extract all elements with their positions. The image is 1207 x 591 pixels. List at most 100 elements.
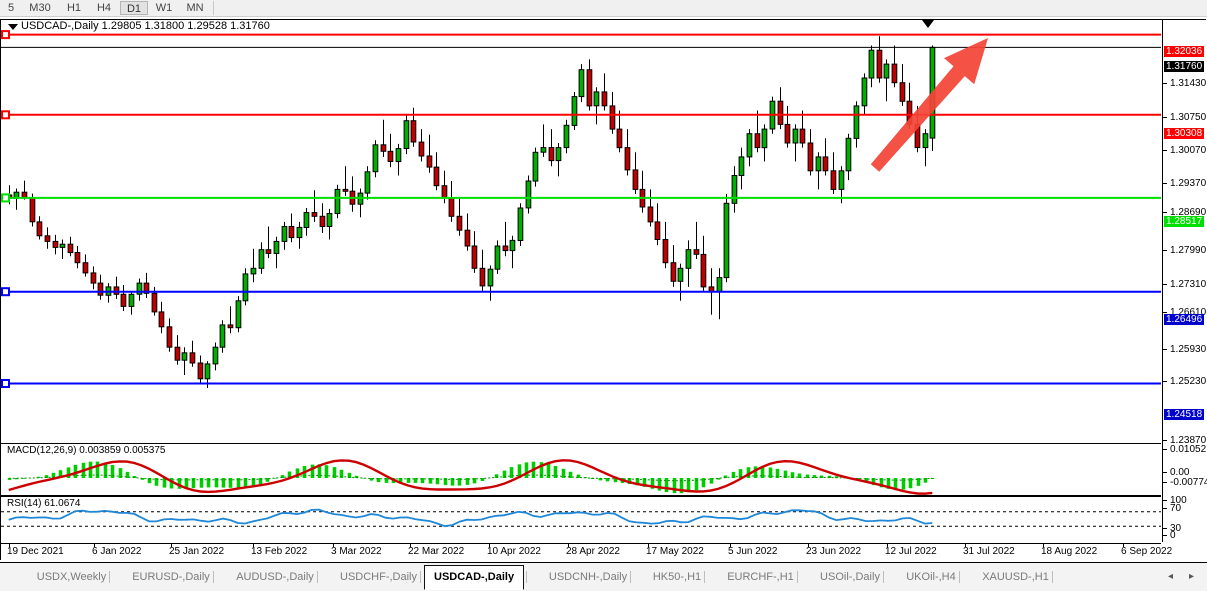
- rsi-scale-label: 30: [1170, 523, 1182, 534]
- chart-tab-eurusd-daily[interactable]: EURUSD-,Daily: [132, 571, 210, 583]
- tab-separator: [704, 571, 705, 583]
- price-scale-chip[interactable]: 1.26496: [1164, 314, 1205, 325]
- date-tick: [94, 544, 95, 547]
- tab-separator: [883, 571, 884, 583]
- timeframe-5[interactable]: 5: [7, 2, 15, 14]
- date-tick: [9, 544, 10, 547]
- date-tick: [1043, 544, 1044, 547]
- macd-scale-label: 0.00: [1170, 467, 1190, 478]
- chart-tab-usdcad-daily[interactable]: USDCAD-,Daily: [424, 565, 524, 590]
- timeframe-h4[interactable]: H4: [96, 2, 112, 14]
- date-tick: [965, 544, 966, 547]
- price-scale-chip[interactable]: 1.30308: [1164, 128, 1205, 139]
- tab-separator: [1052, 571, 1053, 583]
- price-scale-chip[interactable]: 1.32036: [1164, 46, 1205, 57]
- scale-tick: [1163, 449, 1167, 450]
- timeframe-h1[interactable]: H1: [66, 2, 82, 14]
- scale-tick: [1163, 381, 1167, 382]
- chart-collapse-icon[interactable]: [8, 24, 18, 30]
- chart-title-bar: USDCAD-,Daily 1.29805 1.31800 1.29528 1.…: [1, 20, 1161, 33]
- date-label: 25 Jan 2022: [169, 546, 225, 557]
- price-scale-label: 1.31430: [1170, 78, 1207, 89]
- price-scale-chip[interactable]: 1.28517: [1164, 216, 1205, 227]
- tab-scroll-right-icon[interactable]: ▸: [1189, 571, 1195, 582]
- timeframe-m30[interactable]: M30: [29, 2, 51, 14]
- date-label: 17 May 2022: [646, 546, 704, 557]
- price-scale-label: 1.25230: [1170, 376, 1207, 387]
- date-tick: [568, 544, 569, 547]
- candle-series: [6, 36, 936, 388]
- tab-separator: [109, 571, 110, 583]
- price-scale-label: 1.30750: [1170, 112, 1207, 123]
- chart-tab-xauusd-h1[interactable]: XAUUSD-,H1: [982, 571, 1049, 583]
- price-scale-label: 1.30070: [1170, 145, 1207, 156]
- scale-tick: [1163, 440, 1167, 441]
- chart-tab-usdcnh-daily[interactable]: USDCNH-,Daily: [548, 571, 628, 583]
- date-tick: [171, 544, 172, 547]
- chart-tab-bar[interactable]: USDX,Weekly EURUSD-,Daily AUDUSD-,Daily USD…: [0, 562, 1207, 591]
- chart-tab-audusd-daily[interactable]: AUDUSD-,Daily: [236, 571, 314, 583]
- macd-scale-label: 0.01052: [1170, 444, 1207, 455]
- rsi-scale-label: 70: [1170, 503, 1182, 514]
- scale-tick: [1163, 83, 1167, 84]
- price-pane[interactable]: [1, 20, 1161, 440]
- chart-tab-ukoil-h4[interactable]: UKOil-,H4: [906, 571, 956, 583]
- rsi-plot[interactable]: [1, 497, 1161, 543]
- rsi-pane[interactable]: RSI(14) 61.0674: [1, 496, 1161, 543]
- chart-tab-usdchf-daily[interactable]: USDCHF-,Daily: [340, 571, 417, 583]
- date-tick: [648, 544, 649, 547]
- date-label: 12 Jul 2022: [885, 546, 937, 557]
- date-tick: [1123, 544, 1124, 547]
- date-label: 6 Sep 2022: [1121, 546, 1173, 557]
- date-tick: [887, 544, 888, 547]
- tab-scroll-left-icon[interactable]: ◂: [1168, 571, 1174, 582]
- scale-tick: [1163, 212, 1167, 213]
- scale-tick: [1163, 508, 1167, 509]
- price-scale-label: 1.28690: [1170, 207, 1207, 218]
- scale-tick: [1163, 472, 1167, 473]
- toolbar-separator: [213, 1, 214, 15]
- scale-tick: [1163, 312, 1167, 313]
- tab-separator: [213, 571, 214, 583]
- chart-tab-usoil-daily[interactable]: USOil-,Daily: [820, 571, 880, 583]
- rsi-scale-label: 0: [1170, 530, 1176, 541]
- date-tick: [333, 544, 334, 547]
- price-scale-label: 1.27310: [1170, 279, 1207, 290]
- rsi-line: [8, 508, 933, 528]
- chart-object-marker-icon[interactable]: [922, 20, 934, 28]
- date-label: 10 Apr 2022: [487, 546, 541, 557]
- chart-title-text: USDCAD-,Daily 1.29805 1.31800 1.29528 1.…: [21, 20, 270, 32]
- date-tick: [489, 544, 490, 547]
- candlestick-plot[interactable]: [1, 20, 1161, 440]
- chart-tab-hk50-h1[interactable]: HK50-,H1: [652, 571, 702, 583]
- date-label: 28 Apr 2022: [566, 546, 620, 557]
- macd-plot[interactable]: [1, 444, 1161, 495]
- date-label: 18 Aug 2022: [1041, 546, 1098, 557]
- timeframe-d1[interactable]: D1: [120, 1, 148, 15]
- price-scale-chip[interactable]: 1.24518: [1164, 409, 1205, 420]
- date-label: 5 Jun 2022: [728, 546, 778, 557]
- tab-separator: [797, 571, 798, 583]
- price-scale[interactable]: 1.32036 1.31760 1.31430 1.30750 1.30308 1.300…: [1162, 20, 1207, 542]
- price-scale-chip[interactable]: 1.31760: [1164, 61, 1205, 72]
- timeframe-mn[interactable]: MN: [186, 2, 204, 14]
- price-scale-label: 1.27990: [1170, 245, 1207, 256]
- price-scale-label: 1.25930: [1170, 344, 1207, 355]
- scale-tick: [1163, 117, 1167, 118]
- scale-tick: [1163, 250, 1167, 251]
- date-axis: 19 Dec 2021 6 Jan 2022 25 Jan 2022 13 Feb 2…: [1, 543, 1172, 560]
- bullish-arrow-annotation: [870, 38, 988, 172]
- timeframe-w1[interactable]: W1: [155, 2, 173, 14]
- chart-tab-eurchf-h1[interactable]: EURCHF-,H1: [727, 571, 794, 583]
- scale-tick: [1163, 150, 1167, 151]
- date-tick: [730, 544, 731, 547]
- chart-tab-usdx-weekly[interactable]: USDX,Weekly: [36, 571, 107, 583]
- date-tick: [808, 544, 809, 547]
- timeframe-toolbar: 5 M30 H1 H4 D1 W1 MN: [0, 0, 1207, 17]
- scale-tick: [1163, 183, 1167, 184]
- tab-separator: [630, 571, 631, 583]
- macd-pane[interactable]: MACD(12,26,9) 0.003859 0.005375: [1, 443, 1161, 496]
- date-label: 22 Mar 2022: [408, 546, 465, 557]
- price-scale-label: 1.29370: [1170, 178, 1207, 189]
- date-label: 13 Feb 2022: [251, 546, 308, 557]
